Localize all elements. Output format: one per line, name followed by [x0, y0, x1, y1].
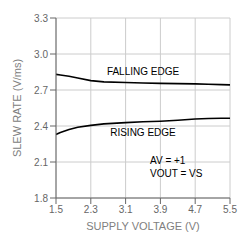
svg-text:FALLING EDGE: FALLING EDGE	[107, 66, 180, 77]
svg-text:3.0: 3.0	[34, 49, 48, 60]
svg-text:4.7: 4.7	[188, 204, 202, 215]
svg-text:3.1: 3.1	[119, 204, 133, 215]
svg-text:SUPPLY VOLTAGE (V): SUPPLY VOLTAGE (V)	[86, 220, 200, 232]
svg-text:SLEW RATE (V/ms): SLEW RATE (V/ms)	[11, 59, 23, 157]
html-text:AV = +1: AV = +1	[150, 155, 186, 166]
svg-text:3.3: 3.3	[34, 13, 48, 24]
svg-text:RISING EDGE: RISING EDGE	[110, 127, 176, 138]
html-text:VOUT = VS: VOUT = VS	[150, 168, 203, 179]
svg-text:5.5: 5.5	[223, 204, 237, 215]
svg-text:2.7: 2.7	[34, 85, 48, 96]
svg-text:3.9: 3.9	[153, 204, 167, 215]
svg-text:2.4: 2.4	[34, 121, 48, 132]
svg-text:2.1: 2.1	[34, 157, 48, 168]
svg-text:1.5: 1.5	[49, 204, 63, 215]
svg-text:2.3: 2.3	[84, 204, 98, 215]
svg-text:1.8: 1.8	[34, 193, 48, 204]
